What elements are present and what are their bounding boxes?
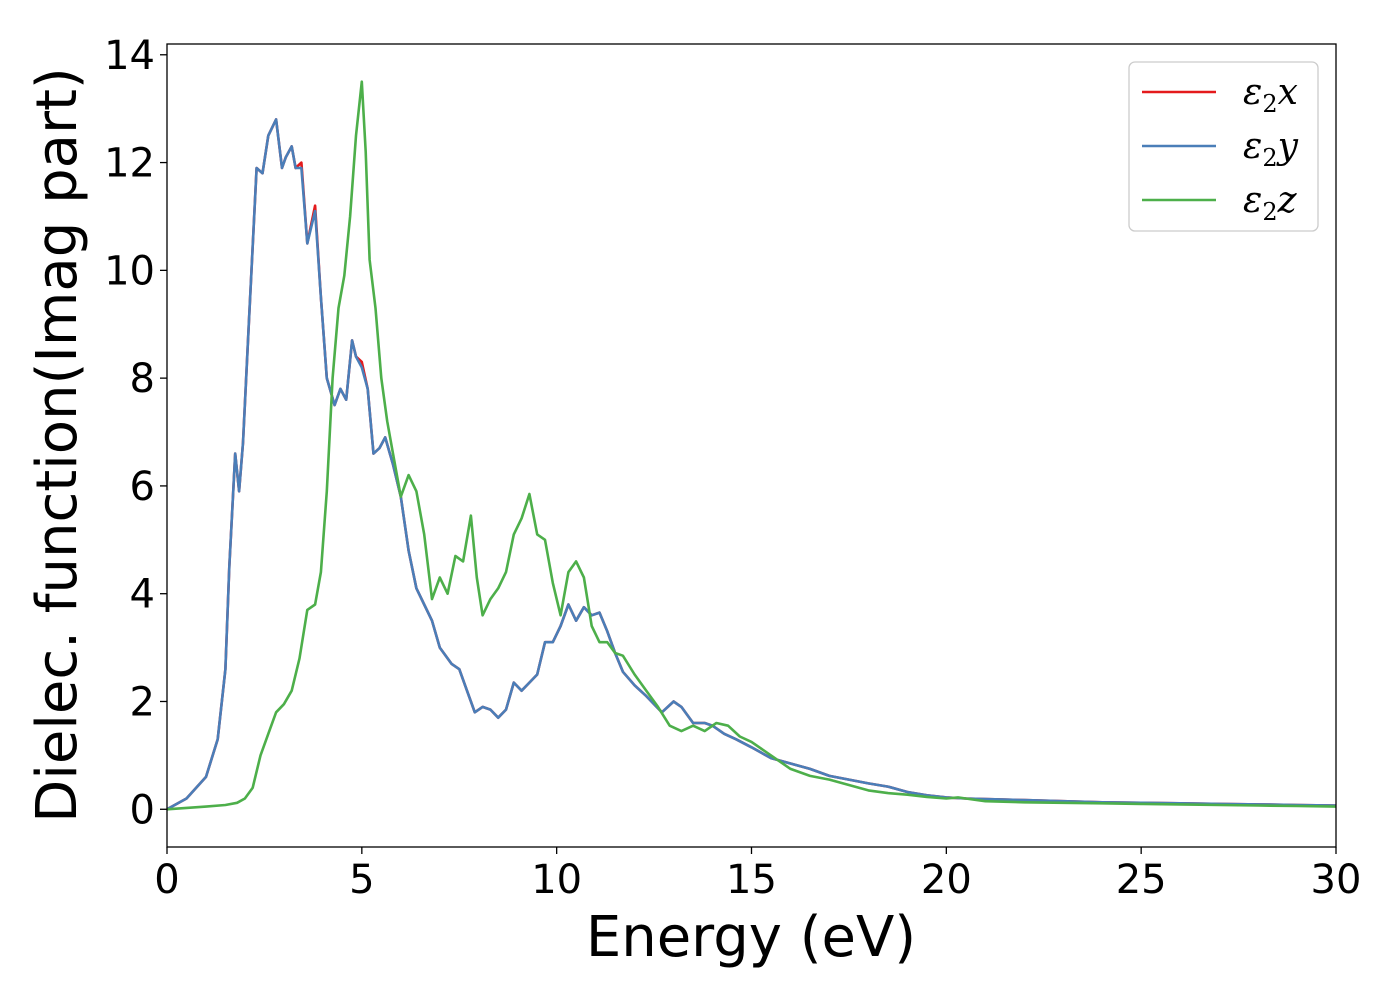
x-tick-label: 20 — [921, 857, 972, 903]
x-axis-ticks: 0 5 10 15 20 25 30 — [154, 847, 1361, 903]
legend-label-tail: z — [1277, 180, 1298, 221]
legend-label: ε2y — [1243, 126, 1299, 172]
x-tick-label: 30 — [1311, 857, 1362, 903]
y-axis-title: Dielec. function(Imag part) — [25, 67, 90, 823]
series-line-3 — [166, 80, 1337, 811]
y-tick-label: 12 — [104, 141, 155, 187]
legend-label: ε2x — [1243, 72, 1298, 118]
x-tick-label: 15 — [726, 857, 777, 903]
legend-label: ε2z — [1243, 180, 1298, 226]
series-layer — [166, 80, 1337, 811]
y-tick-label: 6 — [130, 464, 155, 510]
legend-frame — [1128, 61, 1319, 232]
y-tick-label: 4 — [130, 572, 155, 618]
x-axis-title: Energy (eV) — [586, 905, 916, 970]
legend-label-base: ε — [1243, 180, 1262, 221]
legend-label-base: ε — [1243, 126, 1262, 167]
legend-label-base: ε — [1243, 72, 1262, 113]
x-tick-label: 0 — [154, 857, 179, 903]
x-tick-label: 10 — [531, 857, 582, 903]
x-tick-label: 5 — [349, 857, 374, 903]
x-tick-label: 25 — [1116, 857, 1167, 903]
legend-label-subscript: 2 — [1262, 198, 1277, 226]
legend-label-subscript: 2 — [1262, 90, 1277, 118]
series-line-2 — [166, 118, 1337, 811]
y-tick-label: 10 — [104, 248, 155, 294]
legend-label-tail: x — [1278, 72, 1298, 113]
y-tick-label: 14 — [104, 33, 155, 79]
y-tick-label: 8 — [130, 356, 155, 402]
y-tick-label: 0 — [130, 787, 155, 833]
y-tick-label: 2 — [130, 679, 155, 725]
legend-label-tail: y — [1276, 126, 1299, 167]
legend-label-subscript: 2 — [1262, 144, 1277, 172]
y-axis-ticks: 0 2 4 6 8 10 12 14 — [104, 33, 167, 833]
